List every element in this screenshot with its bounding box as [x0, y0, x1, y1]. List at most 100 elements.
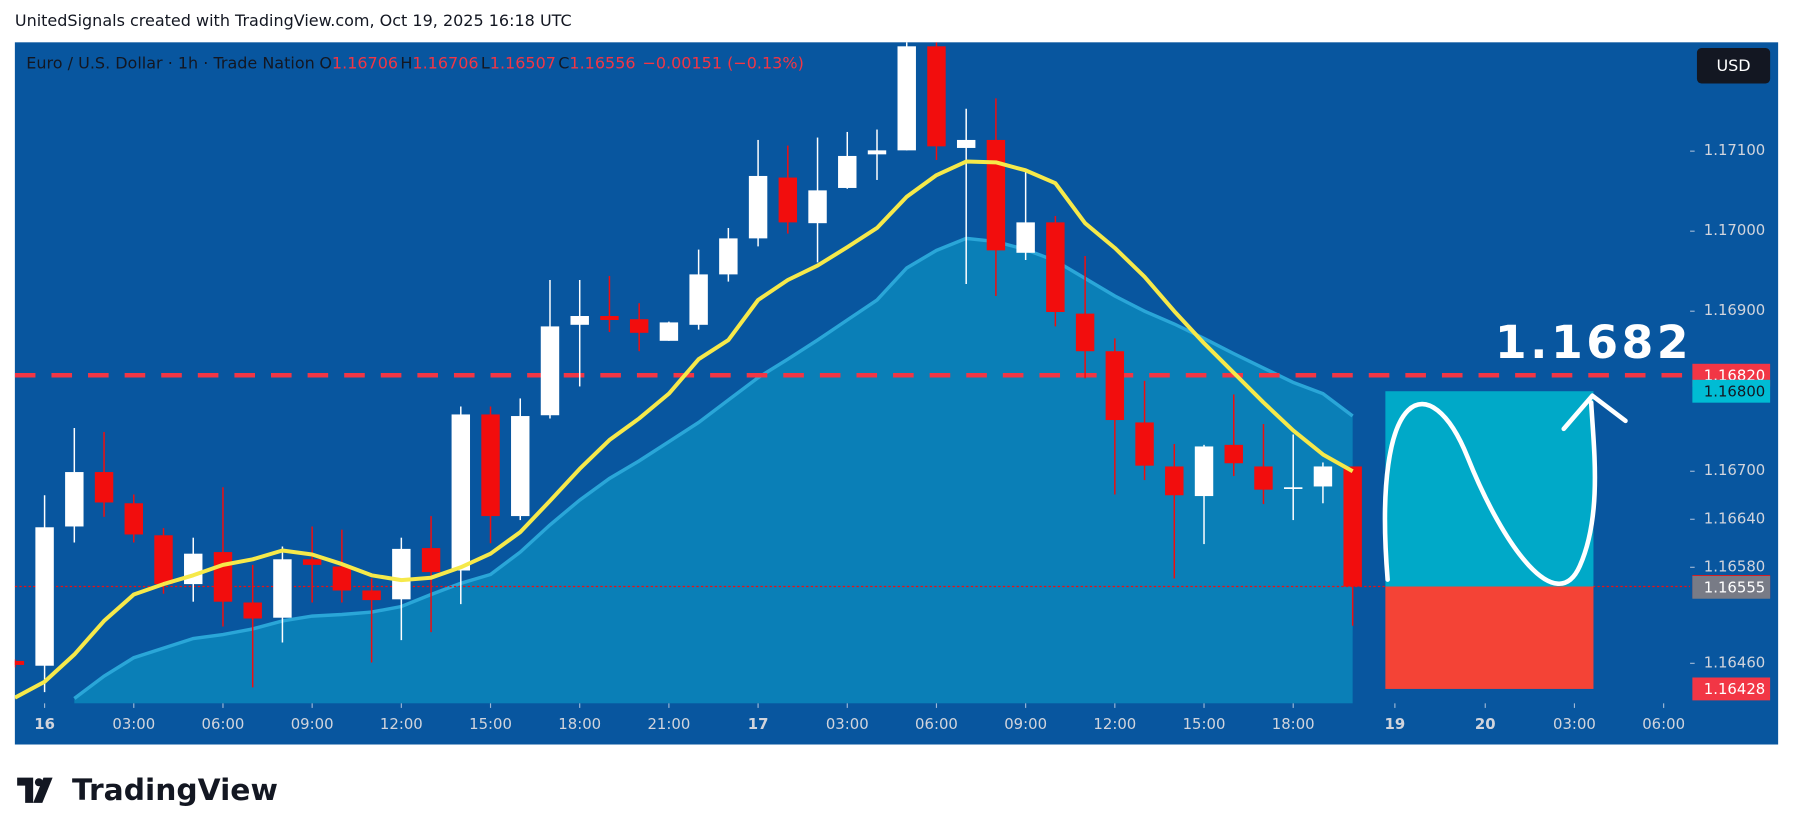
price-marker — [1692, 575, 1771, 599]
candle-body — [1046, 222, 1065, 313]
candle-body — [421, 548, 441, 573]
x-tick-label: 18:00 — [1272, 715, 1315, 733]
x-tick-label: 03:00 — [112, 715, 155, 733]
ohlc-value: 1.16507 — [490, 54, 556, 73]
header: UnitedSignals created with TradingView.c… — [15, 11, 572, 30]
price-marker — [1692, 379, 1771, 403]
y-tick-label: 1.16460 — [1704, 653, 1765, 671]
y-tick-label: 1.16700 — [1704, 461, 1765, 479]
ohlc-key: L — [481, 54, 490, 73]
candle-body — [94, 472, 114, 503]
candle-body — [719, 238, 738, 275]
candle-body — [14, 660, 25, 665]
fast-ma-line — [14, 159, 1354, 700]
x-tick-label: 15:00 — [1183, 715, 1226, 733]
candle-body — [808, 190, 827, 224]
candle-body — [1254, 466, 1273, 490]
candle-body — [778, 177, 798, 223]
candle-body — [986, 139, 1006, 251]
candle-body — [184, 553, 203, 585]
currency: USD — [1716, 56, 1750, 75]
x-tick-label: 06:00 — [1642, 715, 1685, 733]
candle-body — [35, 527, 54, 666]
x-tick-label: 06:00 — [202, 715, 245, 733]
candle-body — [1194, 446, 1214, 497]
candle-body — [1343, 466, 1362, 587]
candle-body — [629, 319, 649, 333]
ohlc-key: H — [400, 54, 412, 73]
slow-ma-line — [73, 236, 1354, 700]
candle-body — [1165, 466, 1184, 496]
candle-body — [1075, 313, 1095, 352]
candle-body — [451, 414, 471, 571]
ohlc-key: C — [558, 54, 569, 73]
x-tick-label: 03:00 — [826, 715, 869, 733]
annotation: 1.1682 — [1495, 316, 1692, 369]
y-tick-label: 1.16640 — [1704, 509, 1765, 527]
candle-body — [838, 155, 857, 188]
x-tick-label: 21:00 — [647, 715, 690, 733]
candle-body — [1105, 351, 1125, 421]
ohlc-key: O — [319, 54, 332, 73]
candle-body — [124, 503, 143, 535]
projection-curve — [1382, 400, 1598, 586]
x-tick-label: 17 — [748, 715, 769, 733]
plot-area — [14, 42, 1691, 704]
candle-body — [1313, 466, 1333, 487]
candle-body — [600, 316, 619, 321]
candle-body — [213, 552, 233, 602]
candle-body — [1224, 444, 1243, 464]
candle-body — [362, 590, 381, 601]
y-tick-label: 1.16900 — [1704, 301, 1765, 319]
candle-body — [1135, 422, 1154, 466]
x-tick-label: 20 — [1475, 715, 1496, 733]
x-tick-label: 19 — [1385, 715, 1406, 733]
x-tick-label: 15:00 — [469, 715, 512, 733]
candle-body — [392, 548, 411, 600]
candle-body — [659, 322, 679, 341]
candle-body — [956, 139, 976, 148]
x-tick-label: 09:00 — [1004, 715, 1047, 733]
candle-body — [511, 416, 530, 517]
candle-body — [927, 46, 946, 147]
price-marker-label: 1.16428 — [1704, 680, 1765, 698]
candle-body — [154, 535, 173, 585]
ohlc-value: 1.16706 — [332, 54, 398, 73]
slow-ma-area — [74, 238, 1353, 704]
currency-box — [1696, 48, 1771, 84]
candle-body — [1283, 487, 1303, 489]
candle-body — [748, 175, 768, 239]
candle-body — [689, 274, 708, 325]
x-tick-label: 16 — [34, 715, 55, 733]
y-tick-label: 1.16580 — [1704, 557, 1765, 575]
x-tick-label: 06:00 — [915, 715, 958, 733]
y-tick-label: 1.17100 — [1704, 141, 1765, 159]
target-zone — [1385, 391, 1594, 587]
stop-zone — [1385, 586, 1594, 689]
price-marker — [1692, 677, 1771, 701]
legend: Euro / U.S. Dollar · 1h · Trade Nation O 1… — [26, 54, 804, 73]
candle-body — [867, 150, 887, 155]
price-marker-label: 1.16555 — [1704, 578, 1765, 596]
ohlc-value: 1.16556 — [569, 54, 635, 73]
brand: TradingView — [72, 773, 278, 808]
brand-logo — [17, 777, 53, 803]
candle-body — [332, 566, 352, 591]
candle-body — [570, 316, 589, 325]
candle-body — [540, 326, 560, 416]
x-tick-label: 12:00 — [380, 715, 423, 733]
candle-body — [273, 559, 292, 618]
symbol: Euro / U.S. Dollar · 1h · Trade Nation — [26, 54, 314, 73]
ohlc-value: 1.16706 — [412, 54, 478, 73]
candle-body — [243, 602, 262, 619]
x-tick-label: 12:00 — [1093, 715, 1136, 733]
change: −0.00151 (−0.13%) — [642, 54, 803, 73]
candle-body — [1016, 222, 1035, 253]
projection-arrow — [1561, 393, 1628, 432]
y-tick-label: 1.17000 — [1704, 221, 1765, 239]
candle-body — [65, 472, 84, 527]
candle-body — [897, 46, 916, 151]
x-tick-label: 03:00 — [1553, 715, 1596, 733]
